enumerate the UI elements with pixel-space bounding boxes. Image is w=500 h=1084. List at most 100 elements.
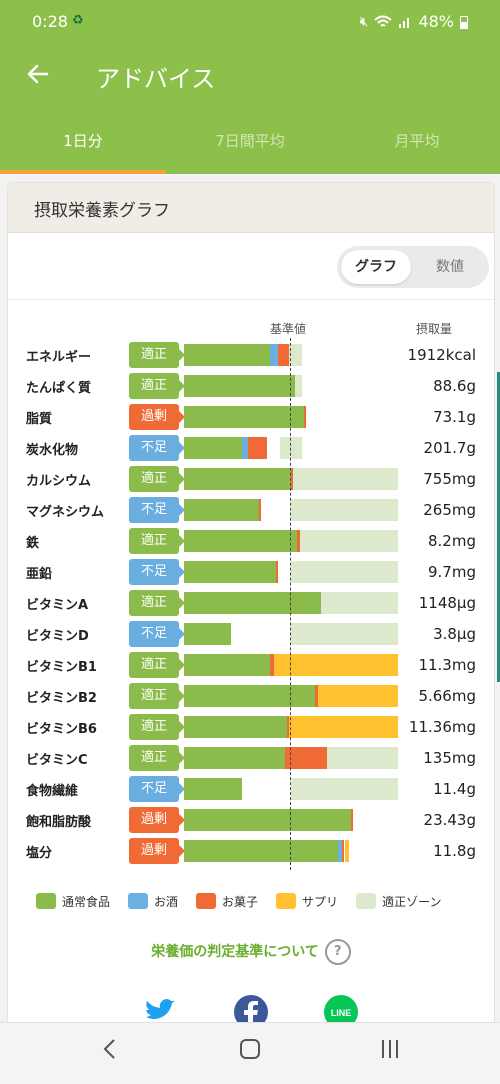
status-badge-text: 過剰 xyxy=(140,843,167,858)
battery-text: 48% xyxy=(418,12,454,31)
status-badge: 過剰 xyxy=(129,807,185,833)
twitter-icon[interactable] xyxy=(142,995,176,1023)
divider xyxy=(8,299,494,300)
status-badge: 適正 xyxy=(129,714,185,740)
back-arrow-icon[interactable] xyxy=(22,58,54,90)
nutrient-row: ビタミンB6 適正 11.36mg xyxy=(8,714,494,740)
help-icon[interactable]: ? xyxy=(324,939,351,965)
status-badge-text: 適正 xyxy=(140,688,167,703)
bar-segment-food xyxy=(184,654,270,676)
bar-segment-sweets xyxy=(291,468,293,490)
status-badge: 適正 xyxy=(129,590,185,616)
optimal-zone xyxy=(291,468,398,490)
status-badge: 適正 xyxy=(129,466,185,492)
bar-segment-food xyxy=(184,406,304,428)
bar-segment-food xyxy=(184,468,291,490)
tab-seven-day-average[interactable]: 7日間平均 xyxy=(215,132,285,150)
intake-value: 3.8μg xyxy=(433,625,476,643)
intake-bar xyxy=(184,592,398,614)
optimal-zone xyxy=(291,499,398,521)
nav-recents-icon[interactable] xyxy=(378,1037,402,1067)
status-badge-text: 適正 xyxy=(140,347,167,362)
intake-value: 11.36mg xyxy=(408,718,476,736)
bar-segment-sweets xyxy=(269,654,274,676)
bar-segment-supplement xyxy=(288,716,398,738)
card-header: 摂取栄養素グラフ xyxy=(8,183,494,233)
status-badge-text: 適正 xyxy=(140,595,167,610)
battery-icon xyxy=(460,15,468,29)
intake-bar xyxy=(184,716,398,738)
legend-swatch xyxy=(36,893,56,909)
nutrient-name: 脂質 xyxy=(26,412,53,427)
intake-bar xyxy=(184,778,398,800)
criteria-link-text[interactable]: 栄養価の判定基準について xyxy=(151,944,319,960)
tab-monthly-average[interactable]: 月平均 xyxy=(394,132,440,150)
bar-segment-food xyxy=(184,840,339,862)
intake-value: 1912kcal xyxy=(407,346,476,364)
status-time: 0:28 xyxy=(32,12,68,31)
scroll-indicator[interactable] xyxy=(497,372,500,682)
nav-home-icon[interactable] xyxy=(238,1037,262,1067)
intake-bar xyxy=(184,437,398,459)
view-toggle: グラフ 数値 xyxy=(337,246,489,288)
nutrient-row: マグネシウム 不足 265mg xyxy=(8,497,494,523)
status-badge-text: 不足 xyxy=(140,781,167,796)
nutrient-row: ビタミンA 適正 1148μg xyxy=(8,590,494,616)
status-badge-text: 不足 xyxy=(140,564,167,579)
intake-value: 11.4g xyxy=(433,780,476,798)
facebook-icon[interactable] xyxy=(234,995,268,1023)
nutrient-row: ビタミンB1 適正 11.3mg xyxy=(8,652,494,678)
svg-text:LINE: LINE xyxy=(331,1008,352,1018)
card-title: 摂取栄養素グラフ xyxy=(34,201,170,221)
toggle-values-button[interactable]: 数値 xyxy=(436,259,464,275)
status-badge: 過剰 xyxy=(129,404,185,430)
status-badge: 適正 xyxy=(129,528,185,554)
status-badge: 適正 xyxy=(129,652,185,678)
intake-bar xyxy=(184,530,398,552)
nutrient-name: エネルギー xyxy=(26,350,92,365)
bar-segment-alcohol xyxy=(338,840,343,862)
optimal-zone xyxy=(291,561,398,583)
intake-value: 88.6g xyxy=(433,377,476,395)
legend-item-sweets: お菓子 xyxy=(196,893,258,910)
intake-value: 265mg xyxy=(423,501,476,519)
intake-value: 11.8g xyxy=(433,842,476,860)
toggle-graph-button[interactable]: グラフ xyxy=(341,250,411,284)
bar-segment-food xyxy=(184,778,242,800)
nutrient-row: 鉄 適正 8.2mg xyxy=(8,528,494,554)
bar-segment-sweets xyxy=(284,747,328,769)
bar-segment-alcohol xyxy=(241,437,249,459)
bar-segment-sweets xyxy=(286,716,289,738)
status-badge: 不足 xyxy=(129,621,185,647)
status-badge: 不足 xyxy=(129,497,185,523)
nutrient-name: 食物繊維 xyxy=(26,784,79,799)
nutrient-row: エネルギー 適正 1912kcal xyxy=(8,342,494,368)
nav-back-icon[interactable] xyxy=(100,1037,120,1067)
line-icon[interactable]: LINE xyxy=(324,995,358,1023)
criteria-link[interactable]: 栄養価の判定基準について? xyxy=(8,939,494,965)
nutrient-row: ビタミンC 適正 135mg xyxy=(8,745,494,771)
nutrient-row: 脂質 過剰 73.1g xyxy=(8,404,494,430)
status-badge: 不足 xyxy=(129,559,185,585)
status-badge: 適正 xyxy=(129,745,185,771)
bar-segment-food xyxy=(184,747,285,769)
nutrient-name: 亜鉛 xyxy=(26,567,53,582)
nutrient-name: ビタミンB1 xyxy=(26,660,97,675)
legend-swatch xyxy=(128,893,149,909)
intake-bar xyxy=(184,623,398,645)
status-bar: 0:28 ♻ 🔇︎ 48% xyxy=(0,0,500,44)
status-badge: 適正 xyxy=(129,342,185,368)
notification-icon: ♻ xyxy=(72,13,84,28)
nutrient-name: カルシウム xyxy=(26,474,92,489)
status-badge: 不足 xyxy=(129,776,185,802)
tab-one-day[interactable]: 1日分 xyxy=(0,108,166,174)
intake-value: 8.2mg xyxy=(428,532,476,550)
intake-value: 73.1g xyxy=(433,408,476,426)
nutrient-name: 飽和脂肪酸 xyxy=(26,815,92,830)
intake-bar xyxy=(184,406,398,428)
nutrient-name: 炭水化物 xyxy=(26,443,79,458)
intake-bar xyxy=(184,809,398,831)
status-badge-text: 過剰 xyxy=(140,409,167,424)
status-badge-text: 過剰 xyxy=(140,812,167,827)
mute-icon: 🔇︎ xyxy=(359,13,369,30)
